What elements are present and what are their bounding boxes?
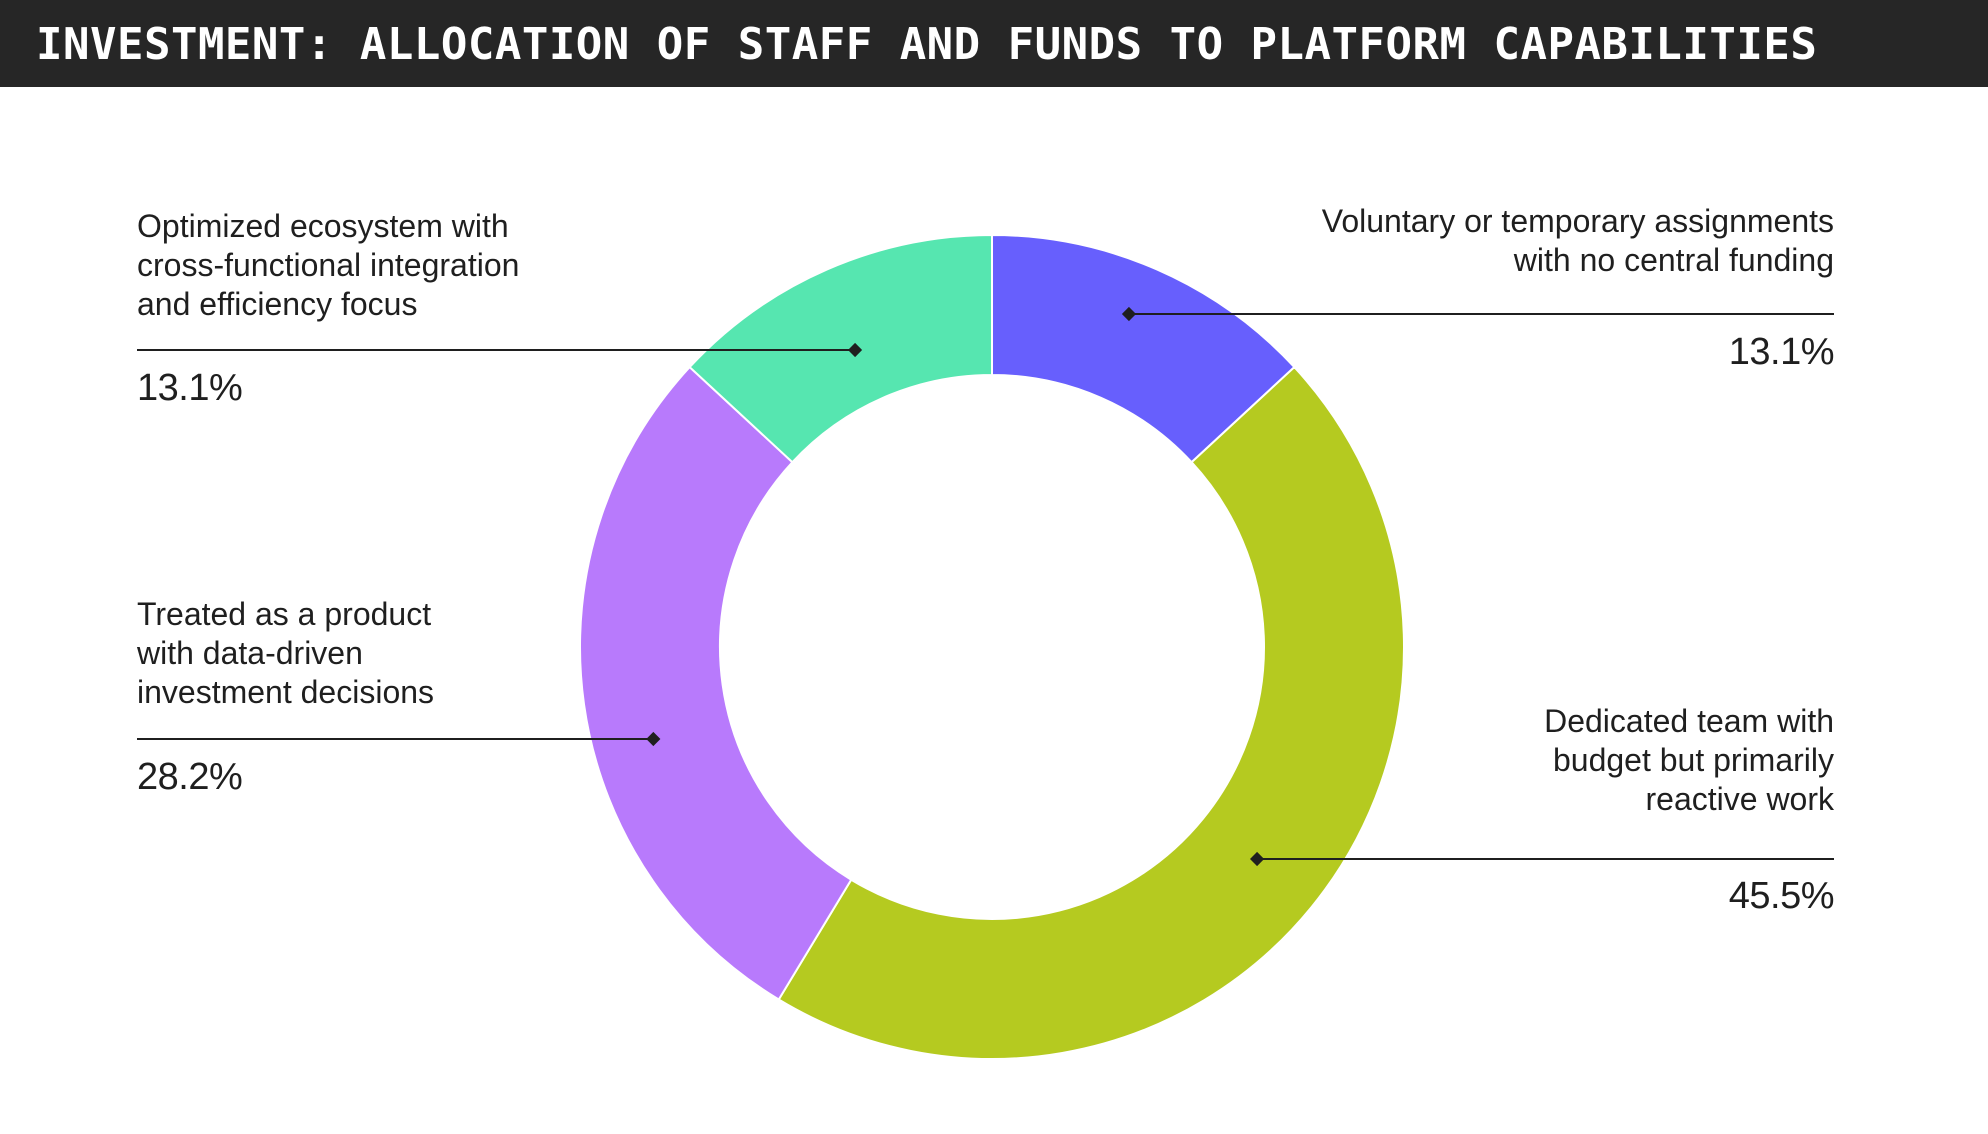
leader-marker	[1121, 306, 1137, 322]
slice-label: Voluntary or temporary assignments	[1322, 203, 1834, 239]
slice-label: and efficiency focus	[137, 286, 417, 322]
slice-label: investment decisions	[137, 674, 434, 710]
slice-label: Treated as a product	[137, 596, 431, 632]
slice-label: Optimized ecosystem with	[137, 208, 509, 244]
donut-slices	[579, 233, 1405, 1060]
slice-value-label: 13.1%	[1729, 331, 1834, 373]
chart-title: INVESTMENT: ALLOCATION OF STAFF AND FUND…	[36, 19, 1818, 70]
header-bar: INVESTMENT: ALLOCATION OF STAFF AND FUND…	[0, 0, 1988, 87]
slice-label: Dedicated team with	[1544, 703, 1834, 739]
leader-marker	[646, 731, 661, 747]
donut-slice	[579, 365, 853, 1001]
slice-value-label: 45.5%	[1729, 875, 1834, 917]
slice-label: budget but primarily	[1553, 742, 1834, 778]
leader-marker	[1250, 851, 1265, 867]
leader-marker	[847, 342, 863, 358]
slice-label: with data-driven	[136, 635, 363, 671]
slice-value-label: 13.1%	[137, 367, 242, 409]
slice-value-label: 28.2%	[137, 756, 242, 798]
slice-label: reactive work	[1646, 781, 1836, 817]
slice-label: cross-functional integration	[137, 247, 519, 283]
slice-label: with no central funding	[1513, 242, 1834, 278]
donut-slice	[777, 365, 1405, 1060]
donut-slice	[688, 233, 993, 464]
slice-callout: Optimized ecosystem withcross-functional…	[137, 208, 863, 409]
